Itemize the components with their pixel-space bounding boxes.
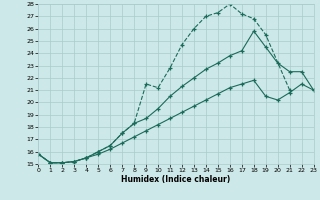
X-axis label: Humidex (Indice chaleur): Humidex (Indice chaleur) xyxy=(121,175,231,184)
